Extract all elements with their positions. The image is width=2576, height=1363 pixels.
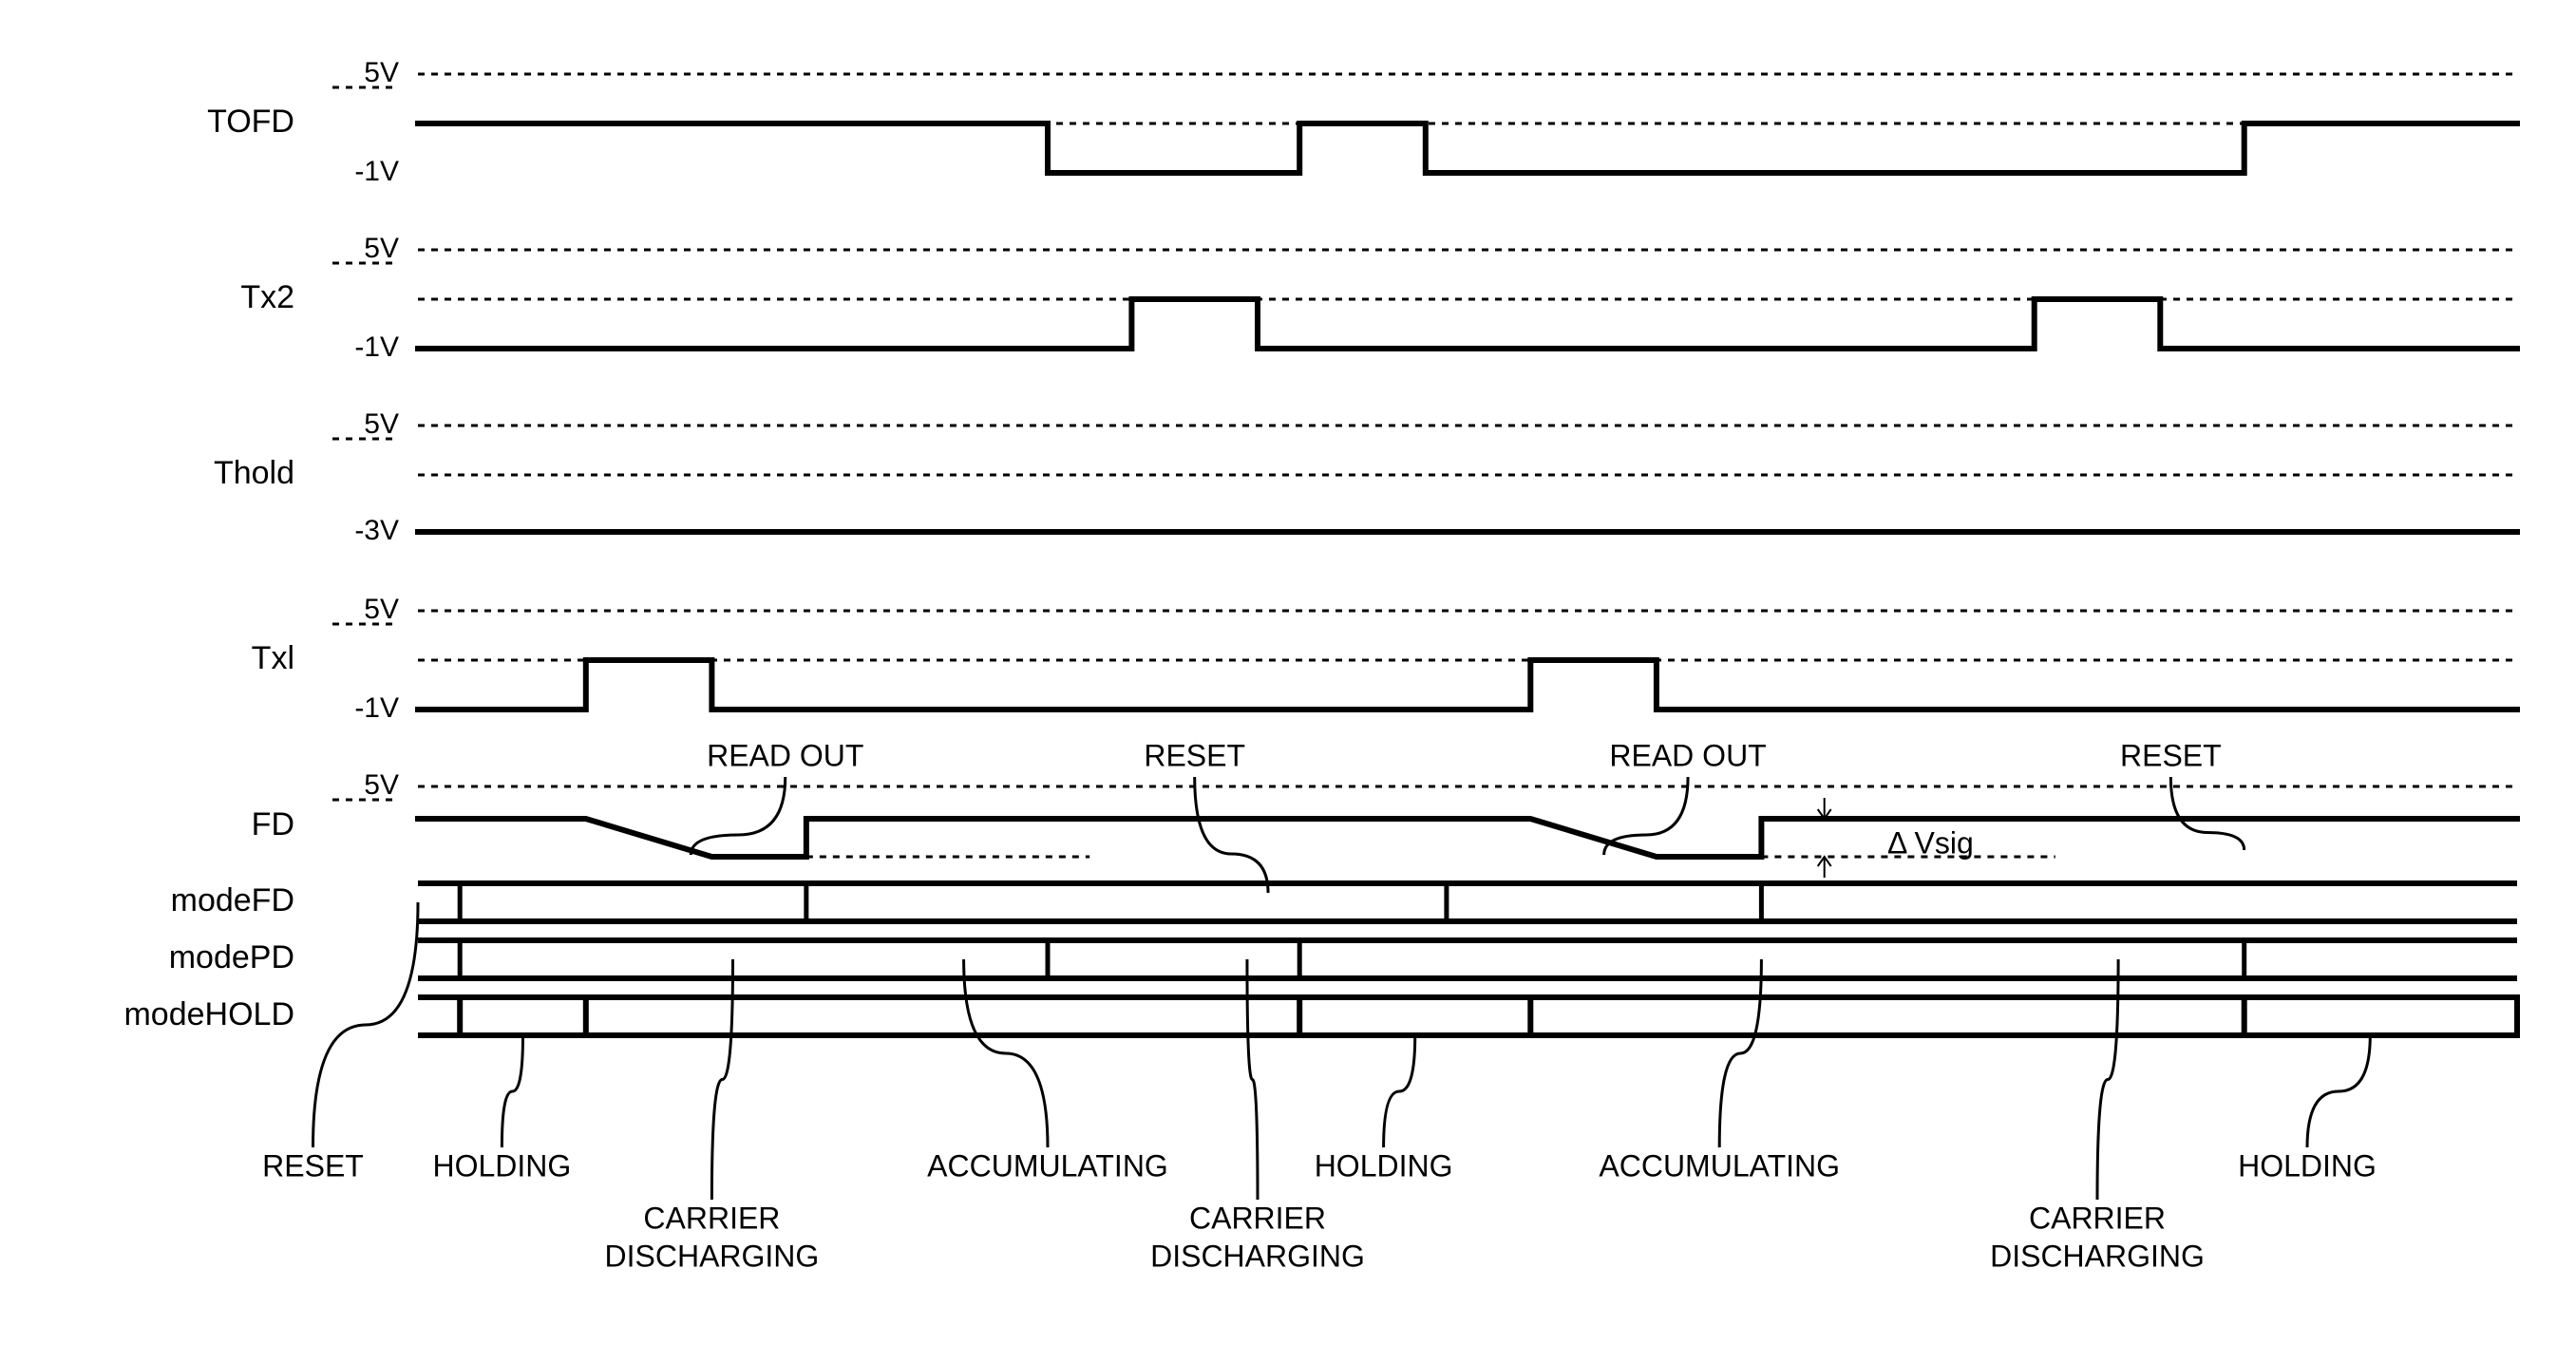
leader-line	[964, 959, 1048, 1147]
phase-label: READ OUT	[707, 738, 863, 772]
mode-bar	[2245, 997, 2517, 1035]
phase-label: RESET	[2120, 738, 2222, 772]
signal-label-thold: Thold	[214, 455, 294, 491]
signal-label-tx2: Tx2	[240, 279, 294, 315]
bottom-phase-label: ACCUMULATING	[1599, 1148, 1840, 1183]
phase-label: RESET	[1144, 738, 1245, 772]
leader-line	[1719, 959, 1761, 1147]
phase-label: READ OUT	[1609, 738, 1766, 772]
leader-line	[313, 902, 419, 1147]
leader-line	[1384, 1035, 1415, 1147]
delta-vsig-label: Δ Vsig	[1887, 825, 1974, 860]
level-label: -1V	[354, 156, 399, 187]
waveform-txl	[418, 660, 2517, 710]
mode-label-modepd: modePD	[169, 939, 294, 975]
timing-diagram: TOFD 5V -1V Tx2 5V -1V Thold 5V -3V Txl 5V -1V FD 5V R…	[0, 0, 2576, 1363]
level-label: -3V	[354, 515, 399, 546]
carrier-label-line1: CARRIER	[1189, 1201, 1326, 1235]
level-label: 5V	[364, 233, 399, 264]
leader-line	[1195, 777, 1268, 893]
level-label: -1V	[354, 692, 399, 724]
waveform-fd	[418, 819, 2517, 857]
bottom-phase-label: RESET	[262, 1148, 364, 1183]
waveform-tx2	[418, 299, 2517, 349]
bottom-phase-label: HOLDING	[1315, 1148, 1453, 1183]
level-label: 5V	[364, 408, 399, 440]
level-label: 5V	[364, 57, 399, 88]
bottom-phase-label: HOLDING	[2238, 1148, 2377, 1183]
carrier-label-line2: DISCHARGING	[1150, 1239, 1365, 1273]
carrier-label-line1: CARRIER	[2029, 1201, 2166, 1235]
bottom-phase-label: ACCUMULATING	[927, 1148, 1168, 1183]
mode-bar	[1299, 997, 1530, 1035]
signal-label-txl: Txl	[252, 640, 294, 676]
mode-label-modehold: modeHOLD	[123, 996, 294, 1032]
leader-line	[502, 1035, 522, 1147]
leader-line	[2307, 1035, 2370, 1147]
signal-label-fd: FD	[252, 806, 294, 842]
mode-label-modefd: modeFD	[171, 882, 294, 918]
mode-bar	[460, 997, 586, 1035]
carrier-label-line2: DISCHARGING	[1990, 1239, 2205, 1273]
waveform-tofd	[418, 123, 2517, 173]
leader-line	[2170, 777, 2244, 850]
signal-label-tofd: TOFD	[207, 104, 294, 140]
carrier-label-line2: DISCHARGING	[605, 1239, 820, 1273]
level-label: -1V	[354, 331, 399, 363]
carrier-label-line1: CARRIER	[643, 1201, 780, 1235]
level-label: 5V	[364, 594, 399, 625]
level-label: 5V	[364, 769, 399, 801]
leader-line	[691, 777, 785, 855]
bottom-phase-label: HOLDING	[433, 1148, 572, 1183]
